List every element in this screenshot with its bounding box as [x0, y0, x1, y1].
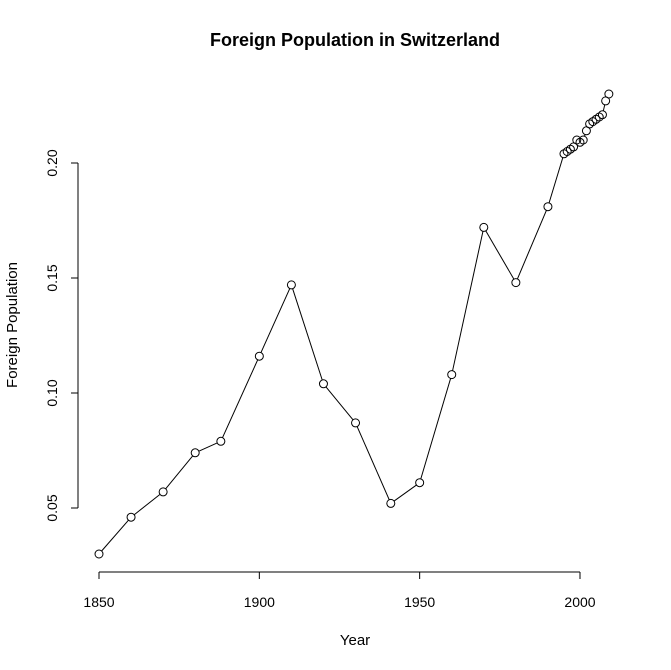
series-line-segment	[260, 288, 291, 353]
series-line-segment	[133, 493, 161, 516]
data-point-1999	[572, 135, 582, 145]
data-point-1920	[318, 379, 328, 389]
series-line-segment	[325, 386, 354, 421]
data-point-2009	[604, 89, 614, 99]
data-point-2000	[575, 137, 585, 147]
data-point-1980	[511, 278, 521, 288]
data-point-1870	[158, 487, 168, 497]
plot-area	[94, 89, 614, 559]
series-line-segment	[420, 378, 452, 480]
data-point-1995	[559, 149, 569, 159]
y-tick-label-0.10: 0.10	[44, 379, 60, 406]
series-line-segment	[516, 210, 547, 280]
series-line-segment	[602, 104, 606, 111]
data-point-1850	[94, 549, 104, 559]
data-point-1997	[565, 144, 575, 154]
series-line-segment	[101, 519, 129, 552]
data-point-1950	[415, 478, 425, 488]
x-axis: 1850 1900 1950 2000	[83, 571, 596, 610]
x-axis-label: Year	[340, 632, 370, 649]
series-line-segment	[356, 426, 390, 500]
chart-title: Foreign Population in Switzerland	[210, 30, 500, 50]
series-line-segment	[548, 157, 564, 204]
data-point-1941	[386, 498, 396, 508]
data-point-2007	[597, 110, 607, 120]
series-line-segment	[393, 484, 417, 502]
series-line-segment	[485, 230, 515, 280]
y-axis-label: Foreign Population	[4, 262, 21, 388]
data-point-1888	[216, 436, 226, 446]
y-tick-label-0.05: 0.05	[44, 494, 60, 521]
series-line-segment	[222, 359, 259, 438]
data-point-1970	[479, 222, 489, 232]
x-tick-label-2000: 2000	[564, 594, 595, 610]
series-line-segment	[198, 442, 218, 452]
y-tick-label-0.15: 0.15	[44, 264, 60, 291]
x-tick-label-1850: 1850	[83, 594, 114, 610]
data-point-1910	[286, 280, 296, 290]
data-point-1900	[254, 351, 264, 361]
data-point-1930	[351, 418, 361, 428]
y-tick-label-0.20: 0.20	[44, 149, 60, 176]
data-point-2006	[594, 112, 604, 122]
series-line-segment	[452, 231, 484, 371]
x-tick-label-1900: 1900	[244, 594, 275, 610]
series-line-segment	[292, 288, 323, 381]
data-point-2001	[578, 135, 588, 145]
data-point-2003	[585, 119, 595, 129]
y-axis: 0.05 0.10 0.15 0.20	[44, 149, 79, 522]
series-line-segment	[165, 455, 194, 490]
data-point-1990	[543, 202, 553, 212]
data-point-2005	[591, 114, 601, 124]
data-point-1960	[447, 370, 457, 380]
data-point-2004	[588, 117, 598, 127]
data-point-1860	[126, 512, 136, 522]
data-point-1996	[562, 147, 572, 156]
x-tick-label-1950: 1950	[404, 594, 435, 610]
data-point-1880	[190, 448, 200, 458]
